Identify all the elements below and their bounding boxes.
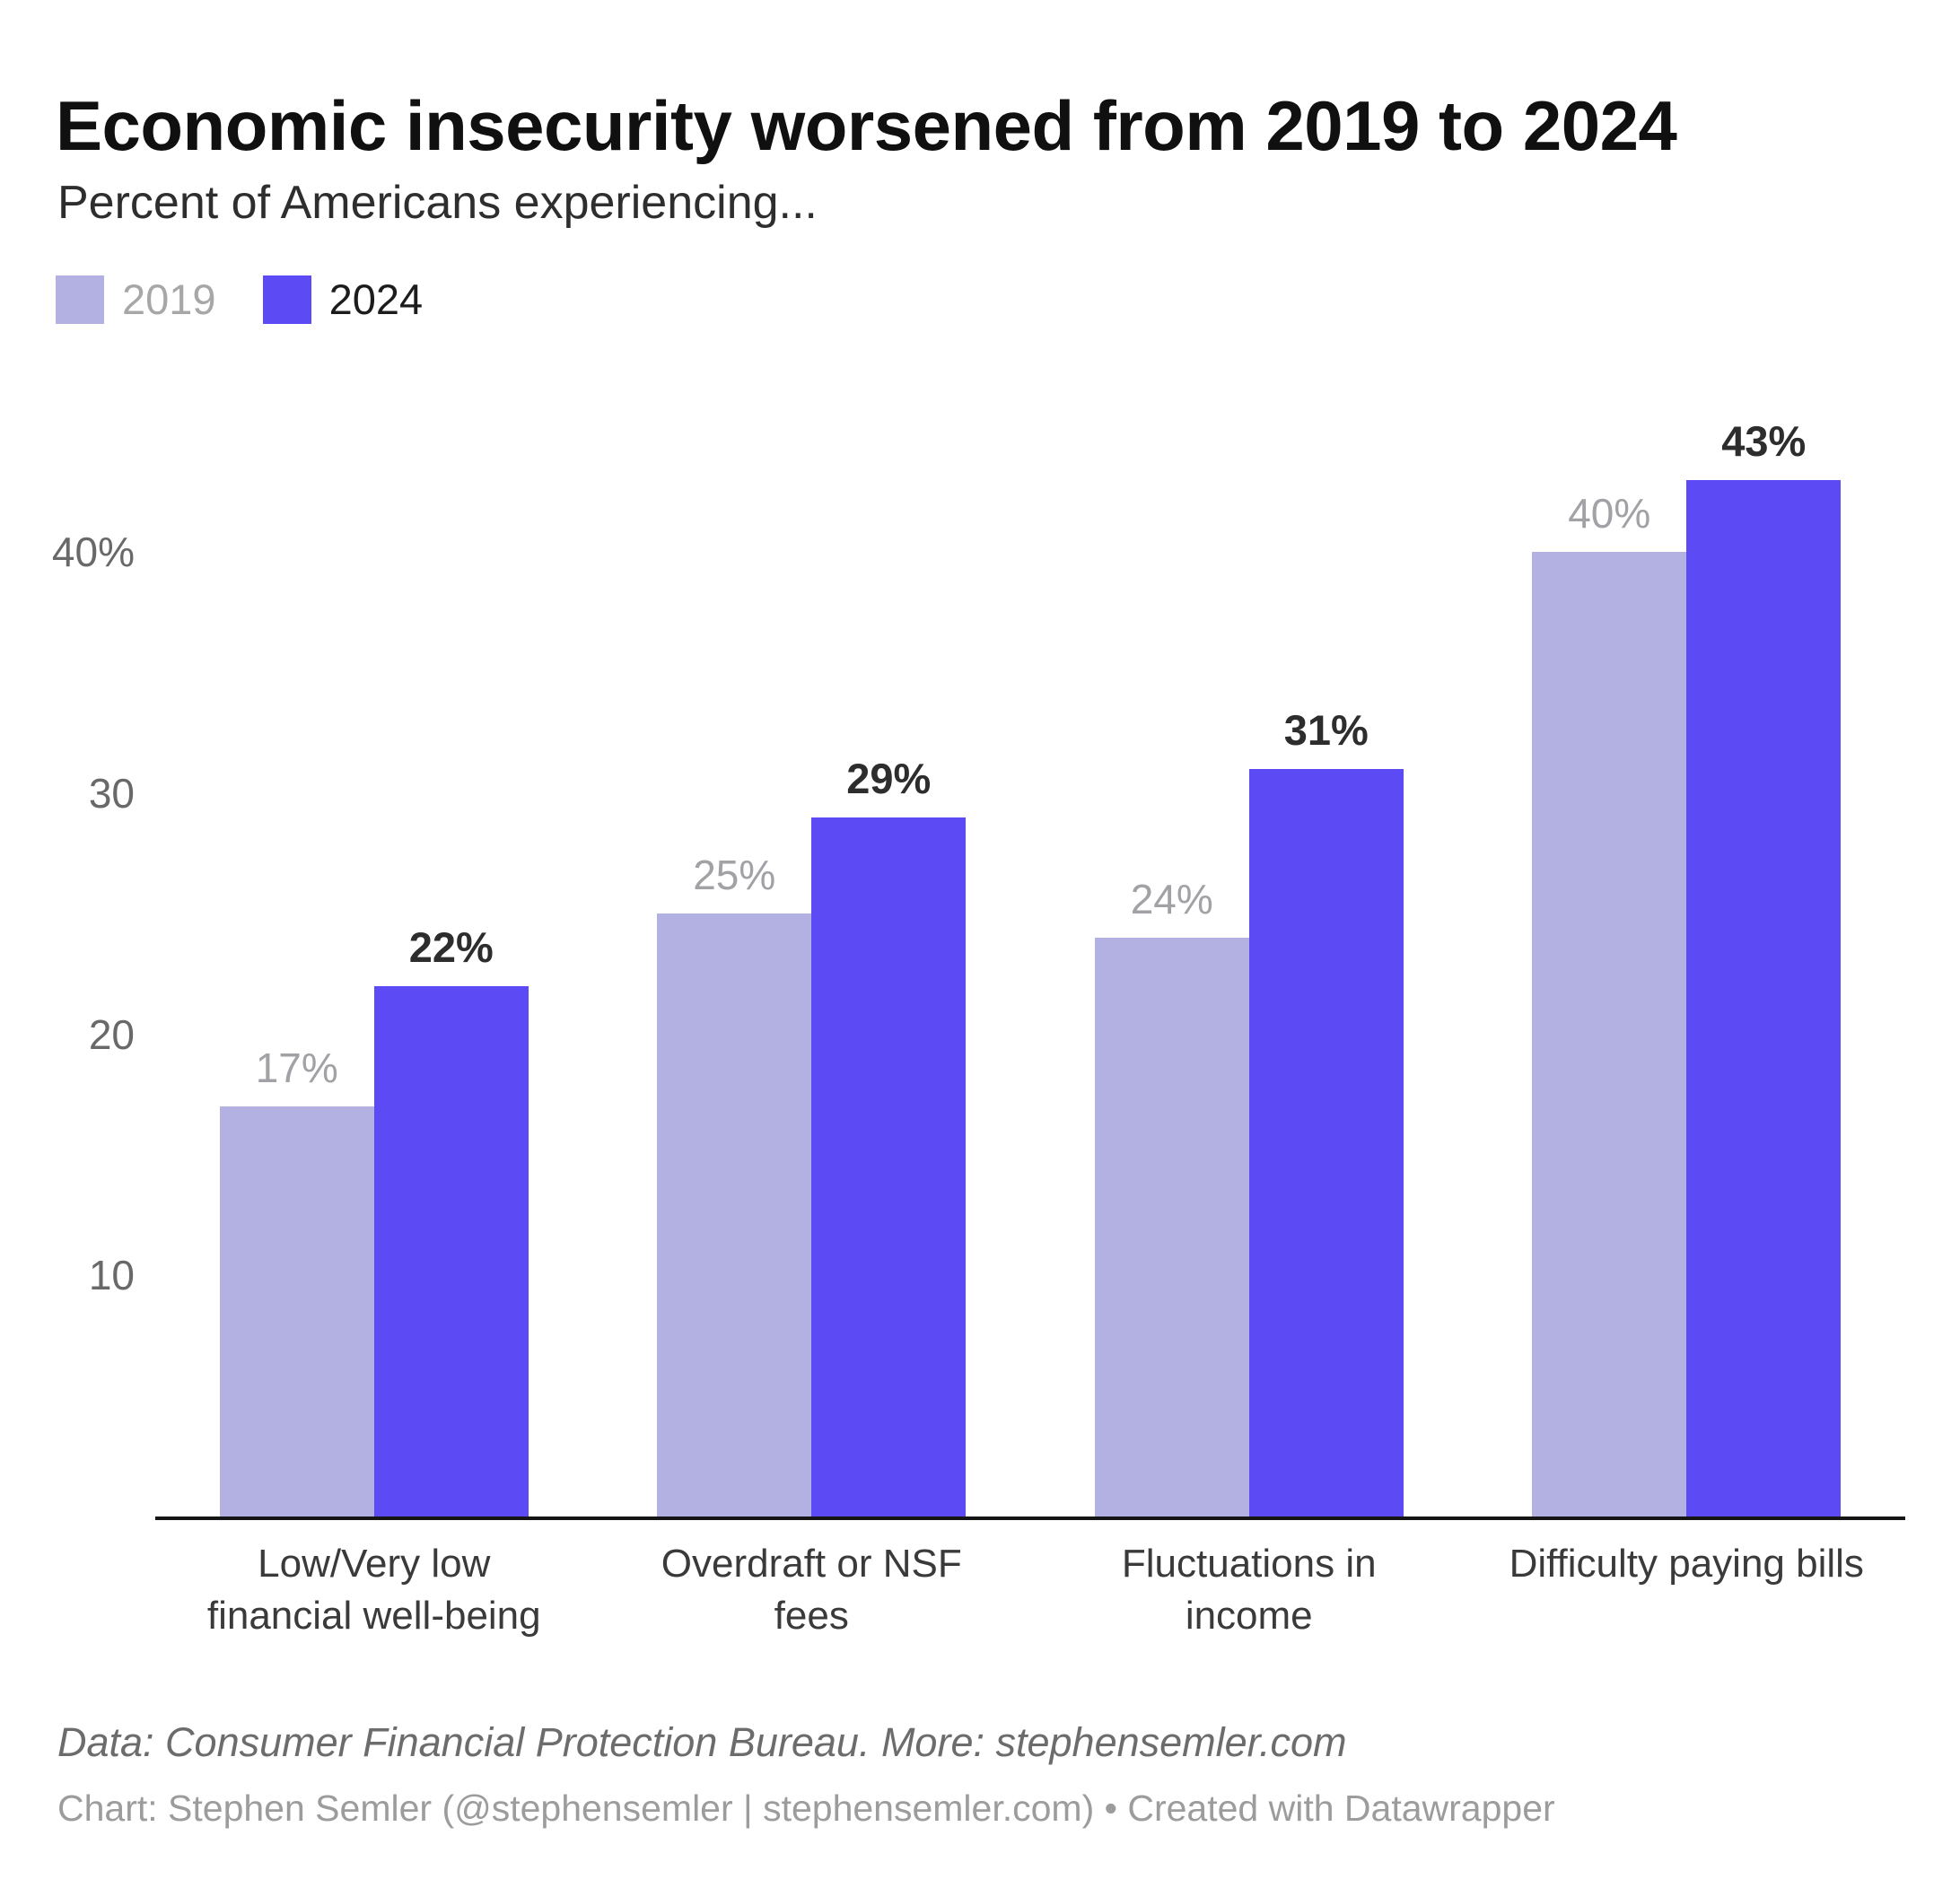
bar-2019-category-2[interactable]: 25% xyxy=(657,854,812,1517)
value-label-2024-category-1: 22% xyxy=(408,922,494,971)
value-label-2019-category-2: 25% xyxy=(693,852,776,899)
y-axis-ticks: 10 20 30 40% xyxy=(27,432,135,1517)
category-label-text: Low/Very low financial well-being xyxy=(206,1542,541,1638)
legend-label-2019: 2019 xyxy=(122,275,216,323)
legend-label-2024: 2024 xyxy=(328,275,424,323)
byline: Chart: Stephen Semler (@stephensemler | … xyxy=(57,1787,1555,1829)
category-label-text: Fluctuations in income xyxy=(1121,1542,1377,1638)
bar-2019-category-4[interactable]: 40% xyxy=(1532,493,1687,1517)
value-label-2024-category-3: 31% xyxy=(1283,706,1369,755)
value-label-2019-category-1: 17% xyxy=(255,1045,338,1092)
value-label-2024-category-4: 43% xyxy=(1721,416,1807,465)
bar-group-1: 17% 22% xyxy=(155,432,593,1517)
bar-2019-category-3[interactable]: 24% xyxy=(1094,878,1249,1517)
plot-area: 10 20 30 40% 17% 22% 25% 29% 24% 31% 40% 43% xyxy=(52,420,1906,1520)
value-label-2019-category-3: 24% xyxy=(1130,876,1213,923)
y-tick-label-40: 40% xyxy=(51,529,135,576)
legend-item-2024: 2024 xyxy=(262,275,424,324)
x-axis-labels: Low/Very low financial well-being Overdra… xyxy=(155,1538,1905,1642)
chart-subtitle: Percent of Americans experiencing... xyxy=(57,177,818,229)
y-tick-label-30: 30 xyxy=(88,770,135,817)
category-label-4: Difficulty paying bills xyxy=(1468,1538,1906,1642)
category-label-3: Fluctuations in income xyxy=(1030,1538,1468,1642)
bar-2024-category-2[interactable]: 29% xyxy=(811,757,967,1517)
category-label-text: Difficulty paying bills xyxy=(1509,1542,1864,1586)
y-tick-label-10: 10 xyxy=(88,1252,135,1299)
bar-groups: 17% 22% 25% 29% 24% 31% 40% 43% xyxy=(155,420,1906,1517)
y-tick-label-20: 20 xyxy=(88,1010,135,1058)
bar-2019-category-1[interactable]: 17% xyxy=(219,1047,374,1517)
source-note: Data: Consumer Financial Protection Bure… xyxy=(57,1719,1347,1765)
bar-2024-category-3[interactable]: 31% xyxy=(1248,709,1404,1517)
legend-swatch-2024 xyxy=(262,275,311,324)
category-label-1: Low/Very low financial well-being xyxy=(155,1538,593,1642)
legend-swatch-2019 xyxy=(56,275,104,324)
category-label-text: Overdraft or NSF fees xyxy=(661,1542,962,1638)
value-label-2024-category-2: 29% xyxy=(846,754,932,802)
bar-2024-category-1[interactable]: 22% xyxy=(373,926,529,1517)
category-label-2: Overdraft or NSF fees xyxy=(593,1538,1031,1642)
legend: 2019 2024 xyxy=(56,275,423,324)
chart-title: Economic insecurity worsened from 2019 t… xyxy=(56,86,1677,166)
legend-item-2019: 2019 xyxy=(56,275,216,324)
bar-group-2: 25% 29% xyxy=(593,432,1031,1517)
value-label-2019-category-4: 40% xyxy=(1568,490,1651,538)
bar-2024-category-4[interactable]: 43% xyxy=(1686,420,1842,1517)
bar-group-4: 40% 43% xyxy=(1468,420,1906,1517)
bar-group-3: 24% 31% xyxy=(1030,432,1468,1517)
